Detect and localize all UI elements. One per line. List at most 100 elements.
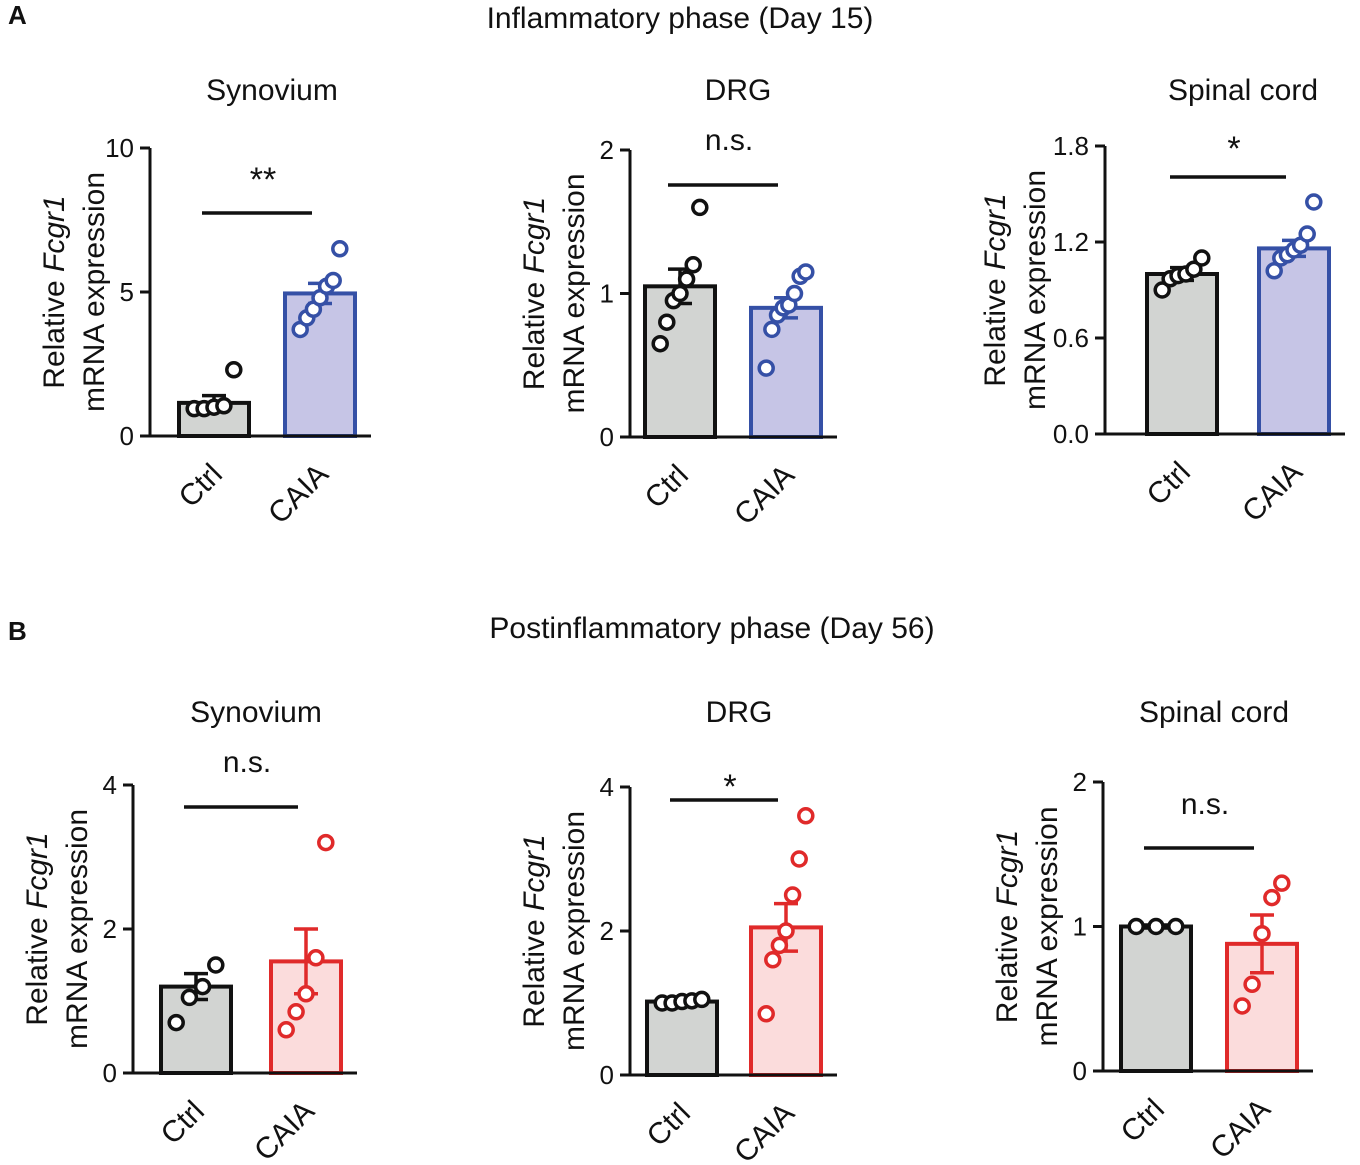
data-point-ctrl [167, 1013, 185, 1032]
y-tick-label: 0.6 [1053, 323, 1089, 353]
data-point-ctrl [207, 956, 225, 974]
data-point-ctrl [651, 334, 669, 353]
data-point-caia [1243, 975, 1261, 994]
y-tick-label: 4 [103, 770, 117, 800]
y-tick-label: 1 [600, 279, 614, 309]
chart-title: Spinal cord [1139, 696, 1289, 729]
y-tick-label: 0 [600, 1060, 614, 1090]
x-label-ctrl: Ctrl [1115, 1093, 1171, 1149]
y-axis-label-line2: mRNA expression [78, 172, 111, 412]
chart-b-synovium: Synovium Ctrl CAIA 0 2 4 Relative Fcgr1 mRNA ex… [21, 696, 357, 1165]
y-axis-label: Relative Fcgr1 [518, 834, 551, 1027]
data-point-caia [317, 833, 335, 852]
y-tick-label: 10 [105, 133, 134, 163]
y-axis-label-line2: mRNA expression [558, 811, 591, 1051]
data-point-caia [797, 807, 815, 825]
significance-label: * [1227, 130, 1240, 168]
y-tick-label: 0 [120, 421, 134, 451]
bar-ctrl [645, 999, 719, 1077]
y-tick-label: 2 [600, 916, 614, 946]
y-axis-label: Relative Fcgr1 [518, 197, 551, 390]
significance-label: * [723, 768, 736, 806]
panel-letter-b: B [8, 616, 27, 646]
chart-a-synovium: Synovium Ctrl CAIA 0 5 10 Relative Fcgr1 mRNA e… [38, 74, 371, 530]
data-point-caia [763, 320, 781, 339]
data-point-ctrl [693, 990, 711, 1009]
data-point-caia [1265, 262, 1283, 280]
data-point-ctrl [1153, 281, 1171, 299]
x-label-ctrl: Ctrl [639, 459, 695, 515]
chart-a-drg: DRG Ctrl CAIA 0 1 2 Relative Fcgr1 mRNA express… [518, 74, 837, 531]
chart-title: DRG [706, 696, 773, 729]
significance-label: n.s. [1181, 788, 1229, 821]
y-axis-label-line2: mRNA expression [1019, 170, 1052, 410]
data-point-ctrl [1193, 249, 1211, 267]
y-tick-label: 5 [120, 277, 134, 307]
data-point-caia [783, 886, 802, 904]
y-axis-label-line2: mRNA expression [558, 173, 591, 413]
x-label-ctrl: Ctrl [641, 1097, 697, 1153]
data-point-ctrl [691, 198, 709, 217]
data-point-caia [757, 1005, 775, 1023]
y-tick-label: 1 [1073, 912, 1087, 942]
chart-a-spinal-cord: Spinal cord Ctrl CAIA 0.0 0.6 1.2 1.8 Relative … [979, 74, 1345, 528]
y-axis-label-line2: mRNA expression [1031, 806, 1064, 1046]
y-axis-label: Relative Fcgr1 [21, 832, 54, 1025]
y-tick-label: 0 [600, 422, 614, 452]
data-point-ctrl [215, 397, 233, 415]
phase-title-b: Postinflammatory phase (Day 56) [489, 612, 934, 645]
data-point-caia [331, 240, 349, 258]
data-point-ctrl [1167, 917, 1185, 936]
data-point-ctrl [193, 977, 212, 996]
data-point-caia [277, 1021, 295, 1039]
data-point-caia [1273, 874, 1291, 892]
y-axis-label: Relative Fcgr1 [991, 830, 1024, 1023]
phase-title-a: Inflammatory phase (Day 15) [487, 2, 874, 35]
y-tick-label: 1.2 [1053, 227, 1089, 257]
chart-b-spinal-cord: Spinal cord Ctrl CAIA 0 1 2 Relative Fcgr1 mRNA… [991, 696, 1313, 1165]
y-tick-label: 2 [103, 914, 117, 944]
bar-ctrl [643, 284, 717, 440]
data-point-caia [1263, 888, 1281, 907]
x-label-caia: CAIA [728, 1097, 801, 1165]
data-point-caia [757, 359, 775, 377]
x-label-ctrl: Ctrl [173, 458, 229, 514]
y-tick-label: 0.0 [1053, 419, 1089, 449]
y-tick-label: 2 [600, 135, 614, 165]
data-point-caia [777, 922, 795, 940]
data-point-ctrl [1147, 917, 1165, 936]
y-axis-label: Relative Fcgr1 [979, 193, 1012, 386]
bar-caia [1257, 246, 1331, 436]
data-point-caia [324, 271, 342, 290]
data-point-ctrl [225, 361, 243, 379]
data-point-caia [764, 951, 782, 969]
data-point-ctrl [180, 988, 199, 1007]
x-label-ctrl: Ctrl [155, 1095, 211, 1151]
data-point-caia [1253, 924, 1271, 943]
x-label-caia: CAIA [1204, 1093, 1277, 1165]
data-point-ctrl [671, 284, 689, 303]
bar-caia [283, 291, 357, 438]
data-point-caia [770, 936, 789, 955]
x-label-caia: CAIA [1236, 456, 1309, 529]
data-point-caia [297, 985, 315, 1003]
data-point-caia [797, 263, 815, 281]
y-tick-label: 0 [103, 1058, 117, 1088]
data-point-caia [287, 1003, 305, 1021]
data-point-caia [785, 284, 804, 303]
data-point-caia [1298, 225, 1316, 243]
chart-title: Synovium [206, 74, 338, 107]
x-label-ctrl: Ctrl [1141, 456, 1197, 512]
bar-ctrl [1145, 272, 1219, 436]
chart-title: Spinal cord [1168, 74, 1318, 107]
data-point-caia [307, 949, 325, 967]
chart-title: DRG [705, 74, 772, 107]
data-point-ctrl [684, 256, 702, 274]
x-label-caia: CAIA [262, 458, 335, 531]
y-axis-label-line2: mRNA expression [61, 809, 94, 1049]
significance-label: n.s. [705, 124, 753, 157]
y-tick-label: 0 [1073, 1056, 1087, 1086]
y-tick-label: 2 [1073, 767, 1087, 797]
